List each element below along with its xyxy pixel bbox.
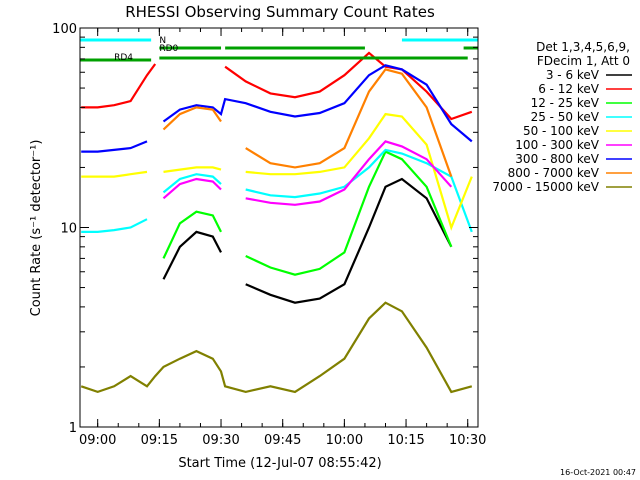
series-layer xyxy=(80,51,473,394)
x-axis-label: Start Time (12-Jul-07 08:55:42) xyxy=(178,456,381,471)
series-line xyxy=(162,210,222,259)
series-line xyxy=(81,63,157,109)
legend-entry-label: 50 - 100 keV xyxy=(523,124,600,138)
series-line xyxy=(245,68,453,177)
y-tick-label: 1 xyxy=(69,421,77,436)
footer-timestamp: 16-Oct-2021 00:47 xyxy=(560,468,636,477)
axes-layer: 09:00 09:15 09:30 09:45 10:00 10:15 10:30 1 10 10… xyxy=(52,22,486,448)
y-tick-label: 100 xyxy=(52,22,77,37)
series-line xyxy=(162,173,222,194)
series-line xyxy=(81,218,148,233)
series-line xyxy=(245,150,453,276)
series-line xyxy=(163,166,222,173)
x-tick-label: 09:30 xyxy=(202,433,239,448)
series-line xyxy=(162,230,222,280)
series-5 xyxy=(81,112,473,231)
series-3 xyxy=(162,150,453,276)
legend-entry-label: 6 - 12 keV xyxy=(538,82,600,96)
x-tick-label: 09:45 xyxy=(264,433,301,448)
series-7 xyxy=(81,64,473,153)
series-line xyxy=(162,177,222,200)
legend-entry-label: 100 - 300 keV xyxy=(515,138,599,152)
legend-entry-label: 800 - 7000 keV xyxy=(508,166,600,180)
x-tick-label: 09:00 xyxy=(79,433,116,448)
legend-entry-label: 12 - 25 keV xyxy=(531,96,600,110)
legend-entry-label: 25 - 50 keV xyxy=(531,110,600,124)
legend-header: Det 1,3,4,5,6,9, xyxy=(536,40,630,54)
x-tick-label: 09:15 xyxy=(141,433,178,448)
series-line xyxy=(81,140,148,153)
legend-entry-label: 300 - 800 keV xyxy=(515,152,599,166)
y-axis-label: Count Rate (s⁻¹ detector⁻¹) xyxy=(29,140,44,317)
series-1 xyxy=(162,177,453,304)
x-tick-label: 10:15 xyxy=(387,433,424,448)
legend: Det 1,3,4,5,6,9,FDecim 1, Att 03 - 6 keV… xyxy=(492,40,632,194)
series-line xyxy=(81,170,148,178)
series-line xyxy=(245,140,453,206)
series-6 xyxy=(162,140,453,206)
series-line xyxy=(162,64,473,143)
legend-entry-label: 7000 - 15000 keV xyxy=(492,180,599,194)
flag-label: RD0 xyxy=(159,44,178,54)
series-line xyxy=(245,177,453,304)
series-line xyxy=(162,106,222,131)
flag-label: N xyxy=(159,36,166,46)
flag-label: RD4 xyxy=(114,53,133,63)
x-tick-label: 10:30 xyxy=(449,433,486,448)
legend-entry-label: 3 - 6 keV xyxy=(546,68,600,82)
legend-header: FDecim 1, Att 0 xyxy=(537,54,630,68)
x-tick-label: 10:00 xyxy=(326,433,363,448)
series-line xyxy=(80,301,473,394)
series-line xyxy=(224,51,473,121)
series-2 xyxy=(81,51,473,121)
chart-title: RHESSI Observing Summary Count Rates xyxy=(125,3,435,21)
y-tick-label: 10 xyxy=(60,222,77,237)
series-line xyxy=(245,112,473,231)
series-8 xyxy=(162,68,453,177)
series-9 xyxy=(80,301,473,394)
